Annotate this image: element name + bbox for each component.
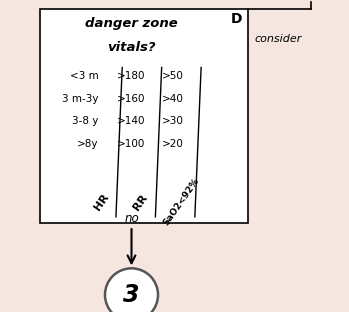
Text: consider: consider — [255, 34, 302, 44]
Text: D: D — [231, 12, 243, 27]
Text: >20: >20 — [162, 139, 184, 149]
Text: vitals?: vitals? — [107, 41, 156, 54]
Text: >30: >30 — [162, 116, 184, 126]
Text: >8y: >8y — [77, 139, 98, 149]
Text: HR: HR — [92, 192, 111, 212]
Text: >100: >100 — [117, 139, 146, 149]
Text: >160: >160 — [117, 94, 146, 104]
Text: 3: 3 — [123, 283, 140, 307]
Text: <3 m: <3 m — [69, 71, 98, 81]
Text: 3-8 y: 3-8 y — [72, 116, 98, 126]
Text: RR: RR — [132, 192, 150, 212]
Text: >50: >50 — [162, 71, 184, 81]
Text: >140: >140 — [117, 116, 146, 126]
Text: SaO2<92%: SaO2<92% — [162, 176, 201, 227]
Text: >40: >40 — [162, 94, 184, 104]
FancyBboxPatch shape — [40, 9, 248, 223]
Ellipse shape — [105, 268, 158, 312]
Text: 3 m-3y: 3 m-3y — [62, 94, 98, 104]
Text: >180: >180 — [117, 71, 146, 81]
Text: danger zone: danger zone — [85, 17, 178, 30]
Text: no: no — [124, 212, 139, 225]
